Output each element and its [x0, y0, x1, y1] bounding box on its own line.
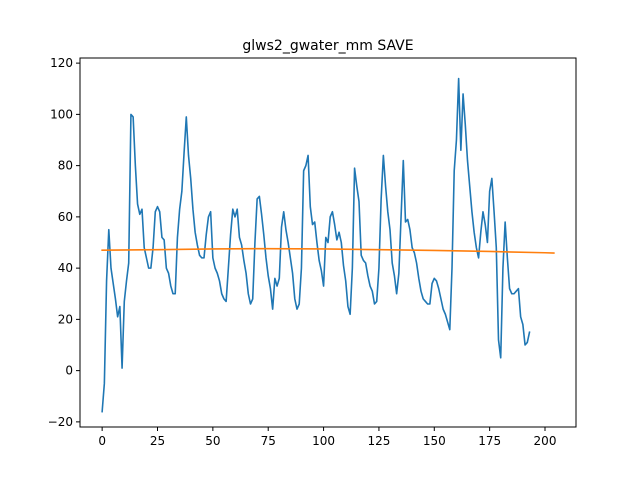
series-line-1: [101, 77, 531, 413]
series-line-2: [101, 247, 555, 254]
chart-title: glws2_gwater_mm SAVE: [242, 38, 413, 54]
x-tick-label: 0: [98, 434, 106, 448]
x-tick-label: 25: [150, 434, 165, 448]
y-tick-label: 60: [58, 210, 73, 224]
y-tick-label: −20: [48, 415, 73, 429]
x-tick-label: 100: [312, 434, 335, 448]
x-tick-label: 150: [423, 434, 446, 448]
x-axis: 0 25 50 75 100 125 150 175 200: [98, 427, 556, 448]
y-tick-label: 100: [50, 107, 73, 121]
x-tick-label: 175: [478, 434, 501, 448]
y-tick-label: 120: [50, 56, 73, 70]
y-tick-label: 40: [58, 261, 73, 275]
y-tick-label: 20: [58, 312, 73, 326]
x-tick-label: 200: [534, 434, 557, 448]
y-axis: −20 0 20 40 60 80 100 120: [48, 56, 80, 429]
y-tick-label: 0: [65, 364, 73, 378]
x-tick-label: 50: [205, 434, 220, 448]
x-tick-label: 75: [261, 434, 276, 448]
plot-frame: [79, 57, 577, 428]
x-tick-label: 125: [367, 434, 390, 448]
y-tick-label: 80: [58, 159, 73, 173]
series-layer: [101, 77, 555, 413]
